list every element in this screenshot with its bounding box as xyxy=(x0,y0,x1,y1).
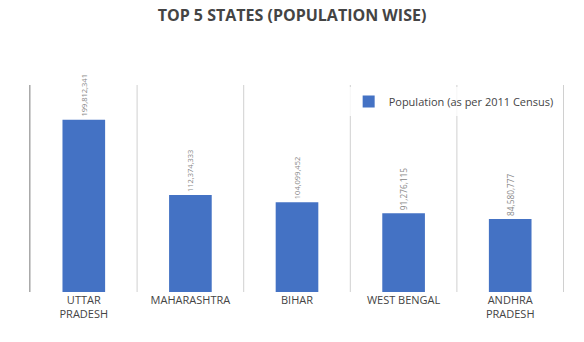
svg-text:UTTARPRADESH: UTTARPRADESH xyxy=(59,292,108,321)
svg-text:ANDHRAPRADESH: ANDHRAPRADESH xyxy=(486,292,535,321)
svg-text:MAHARASHTRA: MAHARASHTRA xyxy=(151,292,231,307)
svg-text:TOP 5 STATES (POPULATION WISE): TOP 5 STATES (POPULATION WISE) xyxy=(158,4,427,26)
svg-text:112,374,333: 112,374,333 xyxy=(185,150,195,192)
svg-text:WEST BENGAL: WEST BENGAL xyxy=(367,292,441,307)
svg-text:104,099,452: 104,099,452 xyxy=(292,157,302,199)
svg-text:BIHAR: BIHAR xyxy=(281,292,313,307)
svg-text:199,812,341: 199,812,341 xyxy=(79,74,89,117)
svg-text:91,276,115: 91,276,115 xyxy=(398,168,409,211)
svg-text:Population (as per 2011 Census: Population (as per 2011 Census) xyxy=(389,94,554,109)
svg-text:84,580,777: 84,580,777 xyxy=(505,173,516,216)
